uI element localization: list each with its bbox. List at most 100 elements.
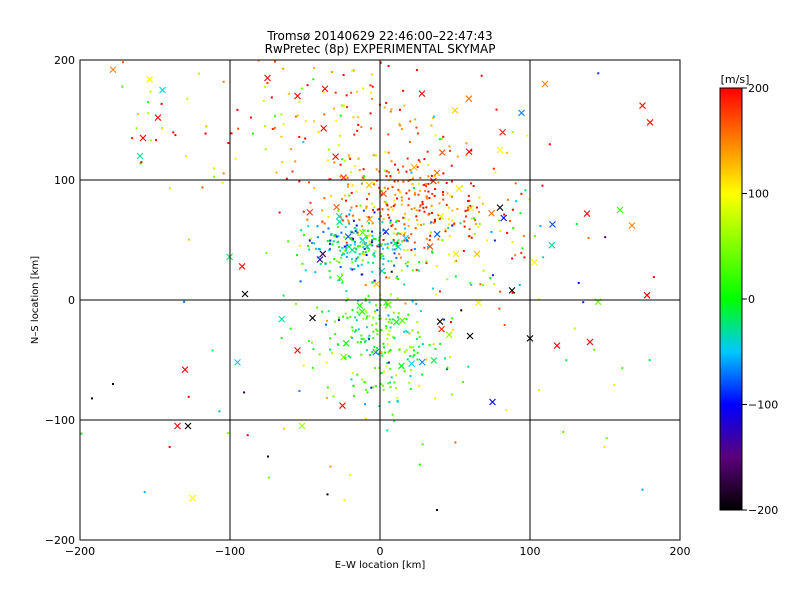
data-point: [405, 318, 408, 321]
data-point-x: [398, 362, 405, 370]
data-point: [343, 499, 346, 502]
data-point: [397, 278, 400, 281]
data-point: [316, 225, 319, 228]
data-point: [384, 150, 387, 153]
data-point: [415, 268, 418, 271]
data-point: [301, 262, 304, 265]
data-point: [361, 378, 364, 381]
data-point: [285, 177, 288, 180]
data-point: [304, 137, 307, 140]
data-point: [430, 174, 433, 177]
data-point: [420, 223, 423, 226]
data-point-x: [356, 302, 364, 310]
data-point: [357, 328, 360, 331]
data-point: [222, 172, 225, 175]
data-point: [273, 126, 276, 129]
data-point: [342, 315, 345, 318]
data-point: [428, 239, 431, 242]
data-point: [443, 357, 446, 360]
data-point: [413, 207, 416, 210]
data-point: [360, 263, 363, 266]
data-point: [355, 329, 358, 332]
data-point: [387, 171, 390, 174]
y-tick-label: −100: [45, 414, 75, 427]
data-point: [389, 175, 392, 178]
data-point: [381, 208, 384, 211]
data-point: [353, 243, 356, 246]
data-point: [315, 247, 318, 250]
data-point: [332, 395, 335, 398]
data-point: [446, 368, 449, 371]
data-point: [402, 165, 405, 168]
data-point: [313, 187, 316, 190]
data-point: [365, 254, 368, 257]
data-point: [494, 171, 497, 174]
data-point: [381, 354, 384, 357]
data-point: [395, 387, 398, 390]
grid-lines: [80, 60, 680, 540]
data-point: [374, 154, 377, 157]
data-point-x: [365, 181, 373, 189]
data-point: [367, 249, 370, 252]
data-point: [345, 241, 348, 244]
data-point: [352, 237, 355, 240]
data-point: [376, 346, 379, 349]
data-point: [511, 131, 514, 134]
data-point: [346, 106, 349, 109]
data-point: [474, 219, 477, 222]
data-point: [135, 127, 138, 130]
data-point: [168, 445, 171, 448]
data-point: [380, 329, 383, 332]
data-point: [275, 171, 278, 174]
data-point: [155, 139, 158, 142]
data-point: [511, 241, 514, 244]
data-point: [372, 208, 375, 211]
data-point: [362, 253, 365, 256]
data-point: [344, 199, 347, 202]
data-point: [390, 160, 393, 163]
data-point: [404, 302, 407, 305]
data-point-x: [189, 494, 196, 502]
data-point: [425, 206, 428, 209]
data-point: [379, 257, 382, 260]
data-point: [442, 135, 445, 138]
data-point: [562, 430, 565, 433]
data-point: [395, 220, 398, 223]
data-point: [463, 225, 466, 228]
data-point: [366, 247, 369, 250]
data-point: [442, 191, 445, 194]
data-point: [430, 250, 433, 253]
data-point: [136, 113, 139, 116]
data-point: [641, 488, 644, 491]
data-point: [506, 231, 509, 234]
data-point: [354, 240, 357, 243]
data-point: [347, 220, 350, 223]
data-point: [374, 385, 377, 388]
data-point: [205, 125, 208, 128]
data-point: [445, 203, 448, 206]
data-point: [473, 232, 476, 235]
data-point: [337, 235, 340, 238]
y-tick-label: 0: [68, 294, 75, 307]
data-point: [359, 245, 362, 248]
data-point: [349, 356, 352, 359]
data-point: [365, 242, 368, 245]
data-point: [140, 161, 143, 164]
data-point: [340, 256, 343, 259]
data-point: [338, 278, 341, 281]
data-point: [414, 118, 417, 121]
data-point: [349, 157, 352, 160]
data-point: [451, 209, 454, 212]
data-point: [348, 194, 351, 197]
data-point: [345, 246, 348, 249]
data-point: [405, 330, 408, 333]
data-point: [430, 221, 433, 224]
data-point: [399, 232, 402, 235]
data-point-x: [238, 263, 246, 270]
data-point: [467, 199, 470, 202]
data-point-x: [639, 102, 646, 109]
data-point: [328, 242, 331, 245]
data-point: [370, 241, 373, 244]
data-point: [380, 193, 383, 196]
data-point: [467, 365, 470, 368]
